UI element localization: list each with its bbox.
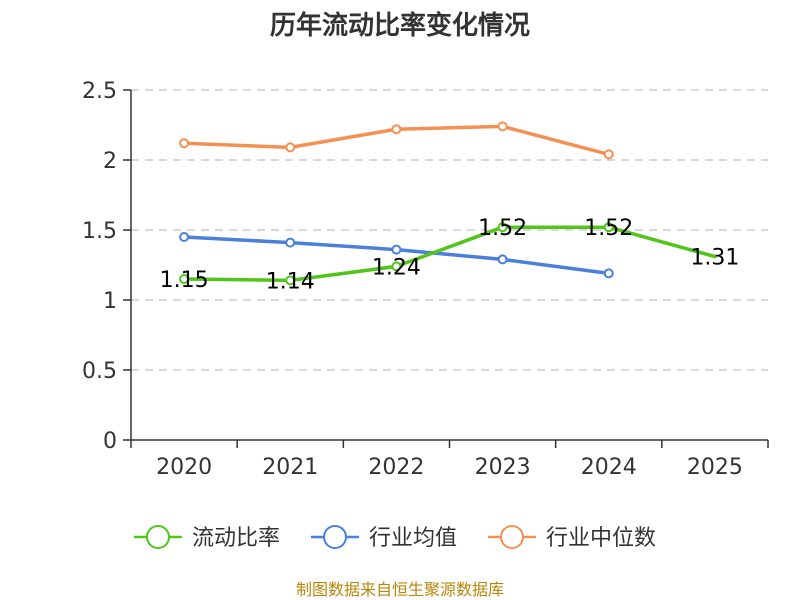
data-point [603, 222, 614, 233]
y-tick-label: 0 [103, 429, 117, 454]
data-point [179, 274, 190, 284]
legend-item-0[interactable]: 流动比率 [134, 525, 280, 551]
data-point [391, 244, 402, 255]
source-note: 制图数据来自恒生聚源数据库 [296, 580, 504, 599]
x-tick-label: 2022 [368, 455, 424, 480]
x-tick-label: 2020 [156, 455, 212, 480]
x-tick-label: 2024 [581, 455, 637, 480]
x-tick-label: 2025 [687, 455, 743, 480]
legend-label: 行业中位数 [546, 526, 656, 551]
legend-marker [500, 525, 524, 549]
data-point [603, 268, 614, 279]
data-point [179, 138, 190, 149]
data-label: 1.24 [372, 255, 421, 280]
y-tick-label: 1 [103, 289, 117, 314]
data-point [285, 237, 296, 248]
data-point [285, 275, 296, 286]
x-tick-label: 2021 [262, 455, 318, 480]
grid-lines [131, 89, 768, 371]
y-tick-label: 2 [103, 149, 117, 174]
series-line-0 [182, 225, 717, 283]
legend-item-1[interactable]: 行业均值 [311, 525, 457, 551]
data-point [285, 142, 296, 153]
data-label: 1.14 [266, 269, 315, 294]
y-tick-label: 1.5 [82, 219, 117, 244]
series-group [179, 121, 717, 286]
chart-title: 历年流动比率变化情况 [270, 10, 530, 41]
legend[interactable]: 流动比率 行业均值 行业中位数 [134, 525, 656, 551]
data-label: 1.52 [584, 216, 633, 241]
data-point [497, 222, 508, 233]
data-point [497, 121, 508, 132]
data-point [391, 261, 402, 272]
legend-label: 行业均值 [369, 526, 457, 551]
data-label: 1.52 [478, 216, 527, 241]
legend-label: 流动比率 [192, 526, 280, 551]
y-tick-label: 2.5 [82, 79, 117, 104]
data-point [391, 124, 402, 135]
data-label: 1.31 [690, 246, 739, 271]
legend-item-2[interactable]: 行业中位数 [488, 525, 656, 551]
data-point [497, 254, 508, 265]
legend-marker [323, 525, 347, 549]
data-point [179, 232, 190, 242]
y-tick-label: 0.5 [82, 359, 117, 384]
legend-marker [146, 525, 170, 549]
data-point [603, 149, 614, 160]
data-label: 1.15 [160, 268, 209, 293]
x-tick-label: 2023 [475, 455, 531, 480]
data-labels: 1.15 1.14 1.24 1.52 1.52 1.31 [160, 216, 740, 294]
